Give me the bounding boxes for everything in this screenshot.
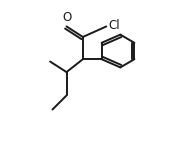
Text: Cl: Cl: [109, 19, 120, 32]
Text: O: O: [62, 11, 71, 24]
